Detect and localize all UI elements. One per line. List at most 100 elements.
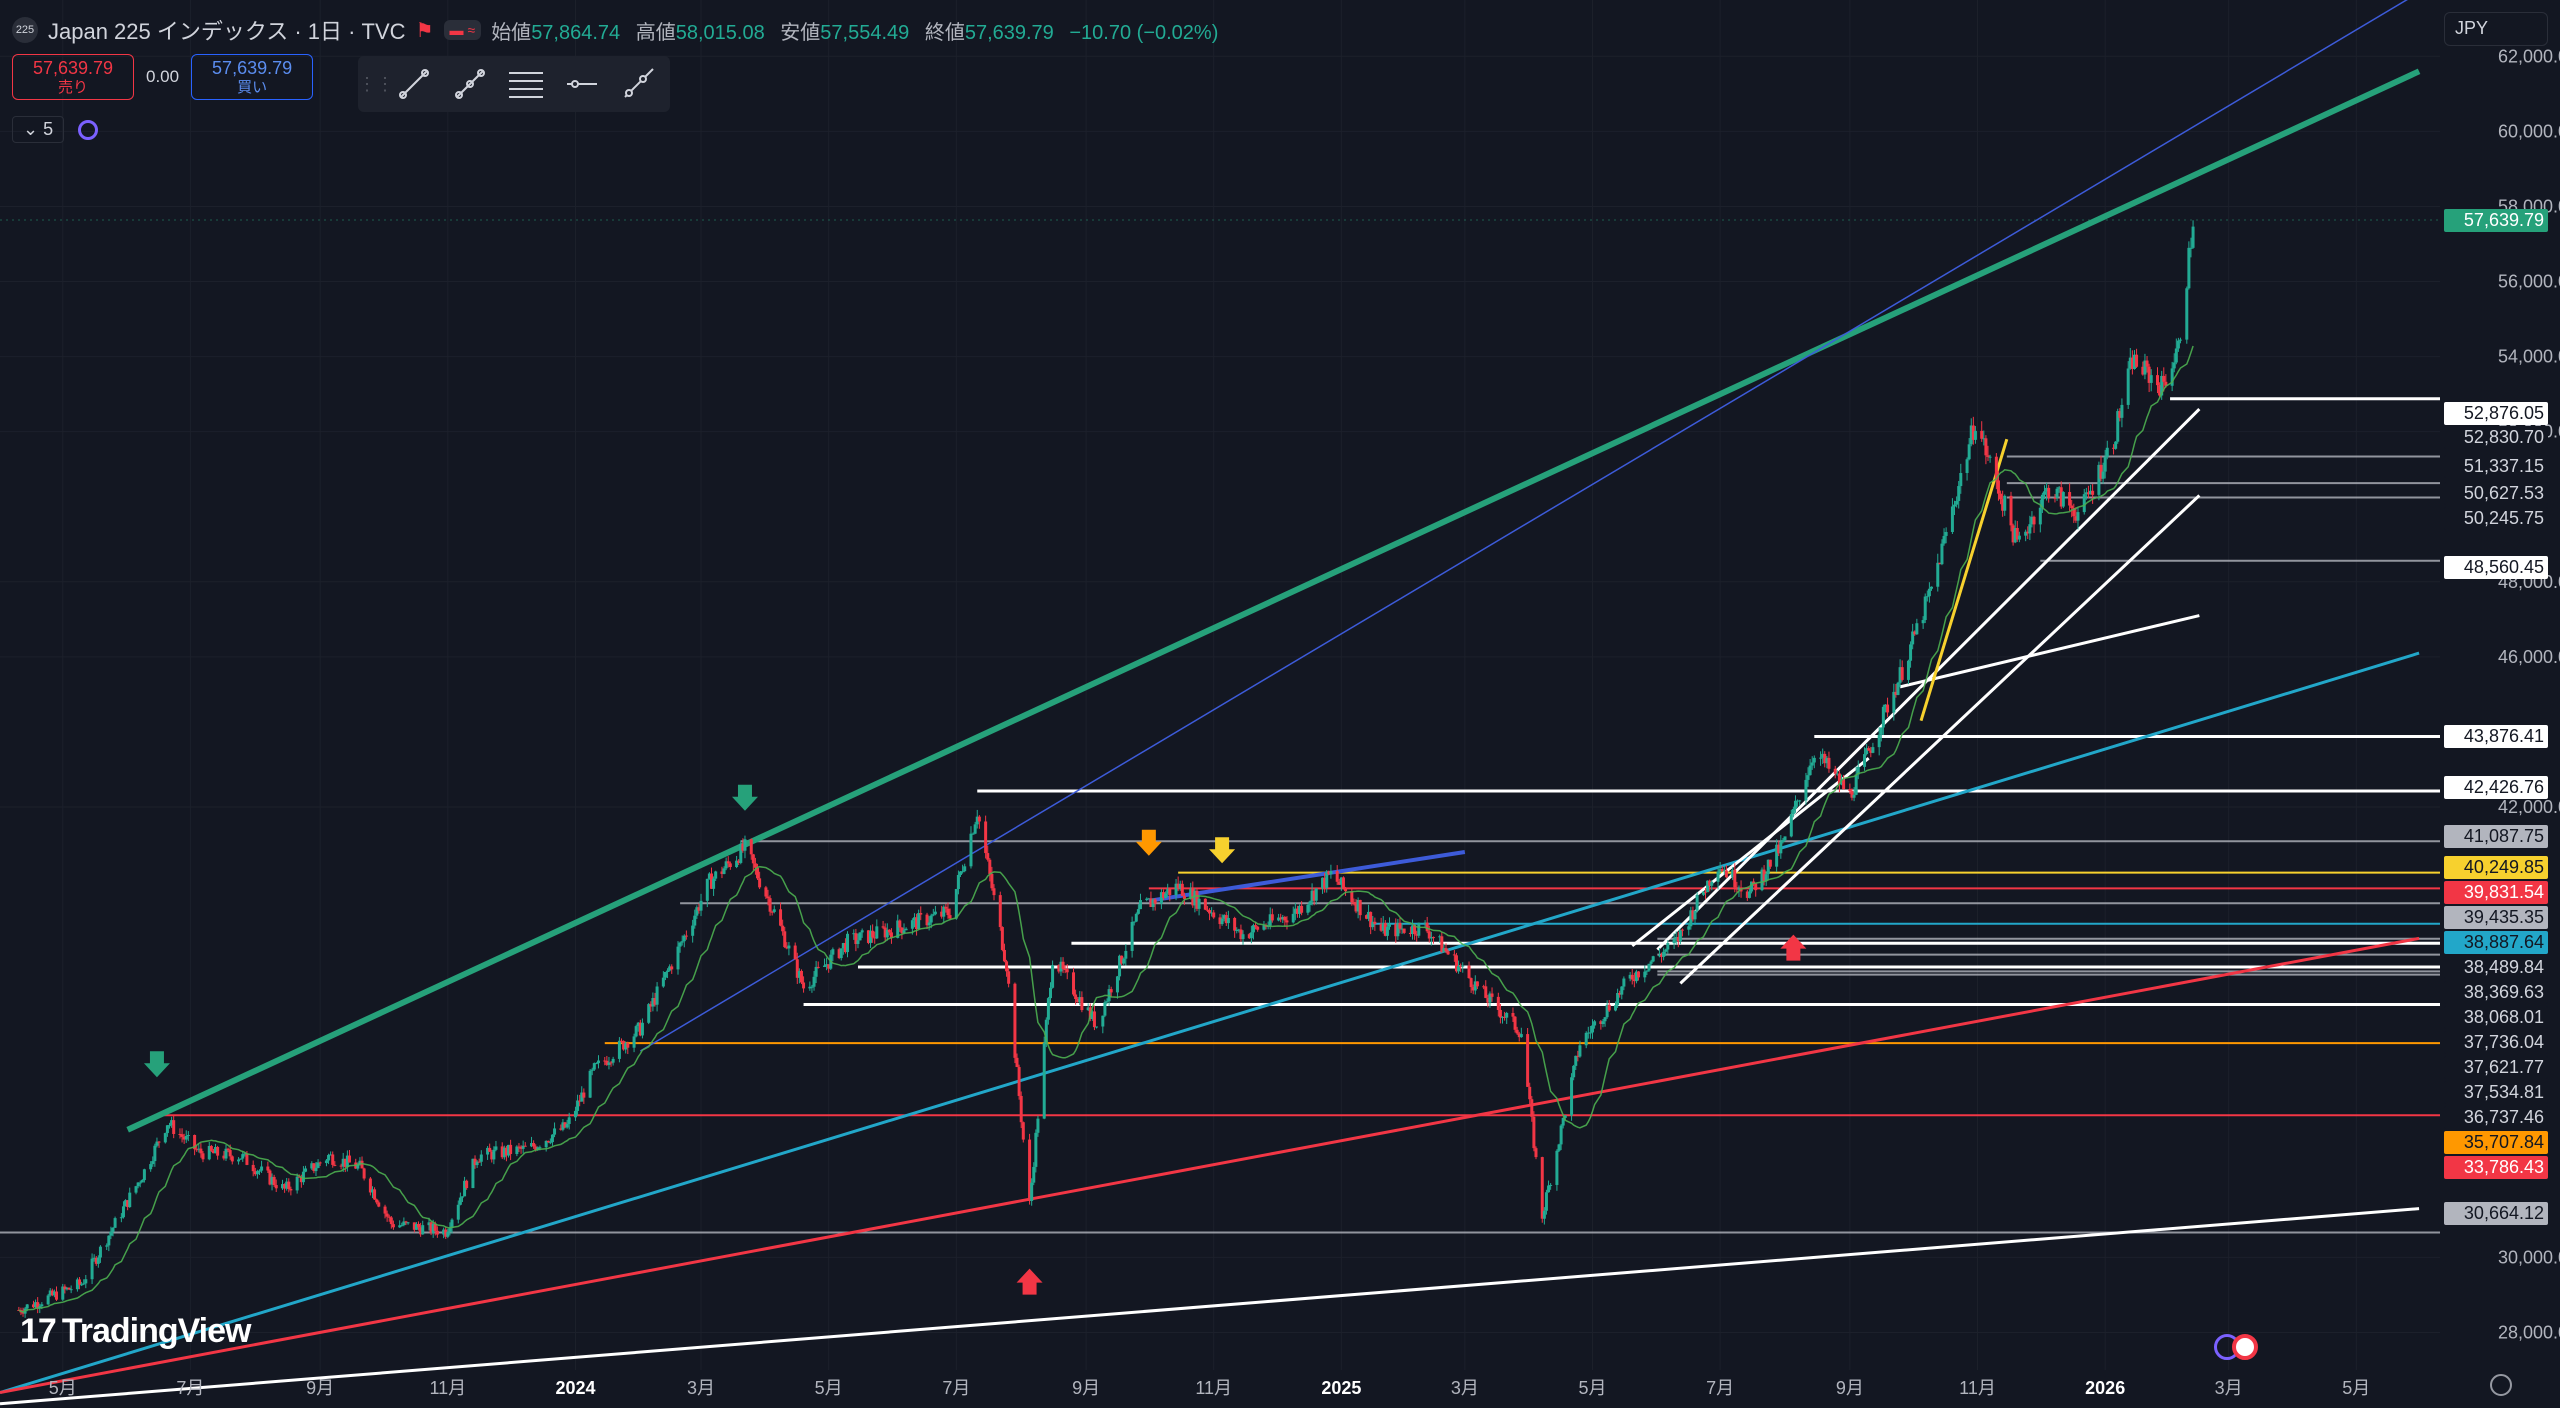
candle-body	[1180, 883, 1184, 896]
candle-body	[1459, 966, 1463, 968]
candle-body	[1138, 900, 1142, 910]
price-axis[interactable]: 62,000.0060,000.0058,000.0056,000.0054,0…	[2444, 46, 2560, 1342]
candle-body	[588, 1070, 592, 1098]
price-label: 36,737.46	[2444, 1106, 2548, 1129]
candle-body	[2130, 357, 2134, 369]
candle-body	[1496, 996, 1500, 1010]
candle-body	[1896, 682, 1900, 695]
candle-body	[977, 816, 981, 822]
candle-body	[1013, 983, 1017, 1058]
horizontal-line-tool-icon[interactable]	[554, 56, 610, 112]
candle-body	[1078, 997, 1082, 1003]
sync-icon[interactable]	[78, 119, 99, 140]
candle-body	[1226, 917, 1230, 924]
candle-body	[1030, 1182, 1034, 1201]
candle-body	[157, 1141, 161, 1143]
candle-body	[546, 1140, 550, 1143]
candle-body	[126, 1200, 130, 1208]
candle-body	[1766, 859, 1770, 875]
candle-body	[1593, 1021, 1597, 1026]
ray-tool-icon[interactable]	[610, 56, 666, 112]
candle-body	[488, 1147, 492, 1152]
candle-body	[1293, 908, 1297, 914]
candle-body	[1812, 757, 1816, 763]
candle-body	[590, 1069, 594, 1071]
candle-body	[712, 878, 716, 889]
price-label: 51,337.15	[2444, 455, 2548, 478]
candle-body	[1364, 915, 1368, 919]
record-icon[interactable]	[2232, 1334, 2258, 1360]
candle-body	[65, 1287, 69, 1290]
candle-body	[860, 930, 864, 933]
close-label: 終値	[924, 21, 965, 44]
candle-body	[2185, 288, 2189, 340]
candle-body	[1195, 890, 1199, 909]
candle-body	[1145, 898, 1149, 901]
trendline-tool-icon[interactable]	[386, 56, 442, 112]
candle-body	[268, 1170, 272, 1185]
candle-body	[1706, 880, 1710, 893]
channel-tool-icon[interactable]	[442, 56, 498, 112]
candle-body	[121, 1206, 125, 1218]
candle-body	[1894, 691, 1898, 695]
candle-body	[1189, 888, 1193, 899]
candle-body	[1237, 929, 1241, 931]
candle-body	[1969, 425, 1973, 445]
x-tick-label: 2025	[1321, 1378, 1361, 1398]
candle-body	[1708, 880, 1712, 886]
candle-body	[2101, 471, 2105, 479]
indicators-toggle[interactable]: ⌄ 5	[12, 116, 65, 143]
price-label-text: 48,560.45	[2464, 557, 2544, 577]
candle-body	[992, 888, 996, 896]
candle-body	[375, 1199, 379, 1203]
time-axis[interactable]: 5月 7月 9月 11月 2024 3月 5月 7月 9月 11月 2025 3月 5月 7月 9月 11月 2…	[49, 1378, 2371, 1398]
candle-body	[1760, 869, 1764, 891]
candle-body	[1559, 1125, 1563, 1145]
sell-label: 売り	[57, 79, 88, 96]
candle-body	[2061, 492, 2065, 507]
candle-body	[2187, 247, 2191, 289]
currency-selector[interactable]: JPY	[2444, 12, 2548, 46]
candle-body	[151, 1161, 155, 1165]
sell-button[interactable]: 57,639.79 売り	[12, 54, 134, 100]
candle-body	[1398, 922, 1402, 929]
candle-body	[1716, 871, 1720, 882]
candle-body	[119, 1217, 123, 1219]
candle-body	[1241, 934, 1245, 940]
candle-body	[444, 1229, 448, 1237]
flag-icon[interactable]: ⚑	[415, 19, 434, 42]
candle-body	[1789, 814, 1793, 837]
candle-body	[768, 898, 772, 912]
candle-body	[1980, 430, 1984, 439]
candle-body	[1168, 889, 1172, 896]
candle-body	[1883, 704, 1887, 707]
candle-body	[1900, 667, 1904, 680]
candle-body	[795, 959, 799, 978]
candle-body	[2089, 490, 2093, 495]
candle-body	[1722, 870, 1726, 872]
candle-body	[1327, 871, 1331, 875]
fib-tool-icon[interactable]	[498, 56, 554, 112]
candle-body	[1486, 997, 1490, 1003]
candle-body	[1149, 898, 1153, 907]
settings-gear-icon[interactable]	[2490, 1374, 2512, 1396]
compare-pill[interactable]: ▬ ≈	[443, 20, 482, 40]
candle-body	[492, 1149, 496, 1160]
drag-handle-icon[interactable]: ⋮⋮	[358, 73, 394, 94]
candle-body	[2074, 516, 2078, 521]
candle-body	[666, 970, 670, 972]
buy-button[interactable]: 57,639.79 買い	[191, 54, 314, 100]
candle-body	[1781, 840, 1785, 843]
candle-body	[1197, 898, 1201, 909]
price-label-text: 52,830.70	[2464, 427, 2544, 447]
candle-body	[617, 1040, 621, 1059]
candle-body	[318, 1162, 322, 1164]
candle-body	[580, 1092, 584, 1102]
candle-body	[1021, 1122, 1025, 1140]
candle-body	[442, 1229, 446, 1235]
candle-body	[1808, 765, 1812, 776]
symbol-title[interactable]: Japan 225 インデックス · 1日 · TVC	[48, 19, 406, 44]
candle-body	[1906, 660, 1910, 680]
candle-body	[931, 914, 935, 916]
